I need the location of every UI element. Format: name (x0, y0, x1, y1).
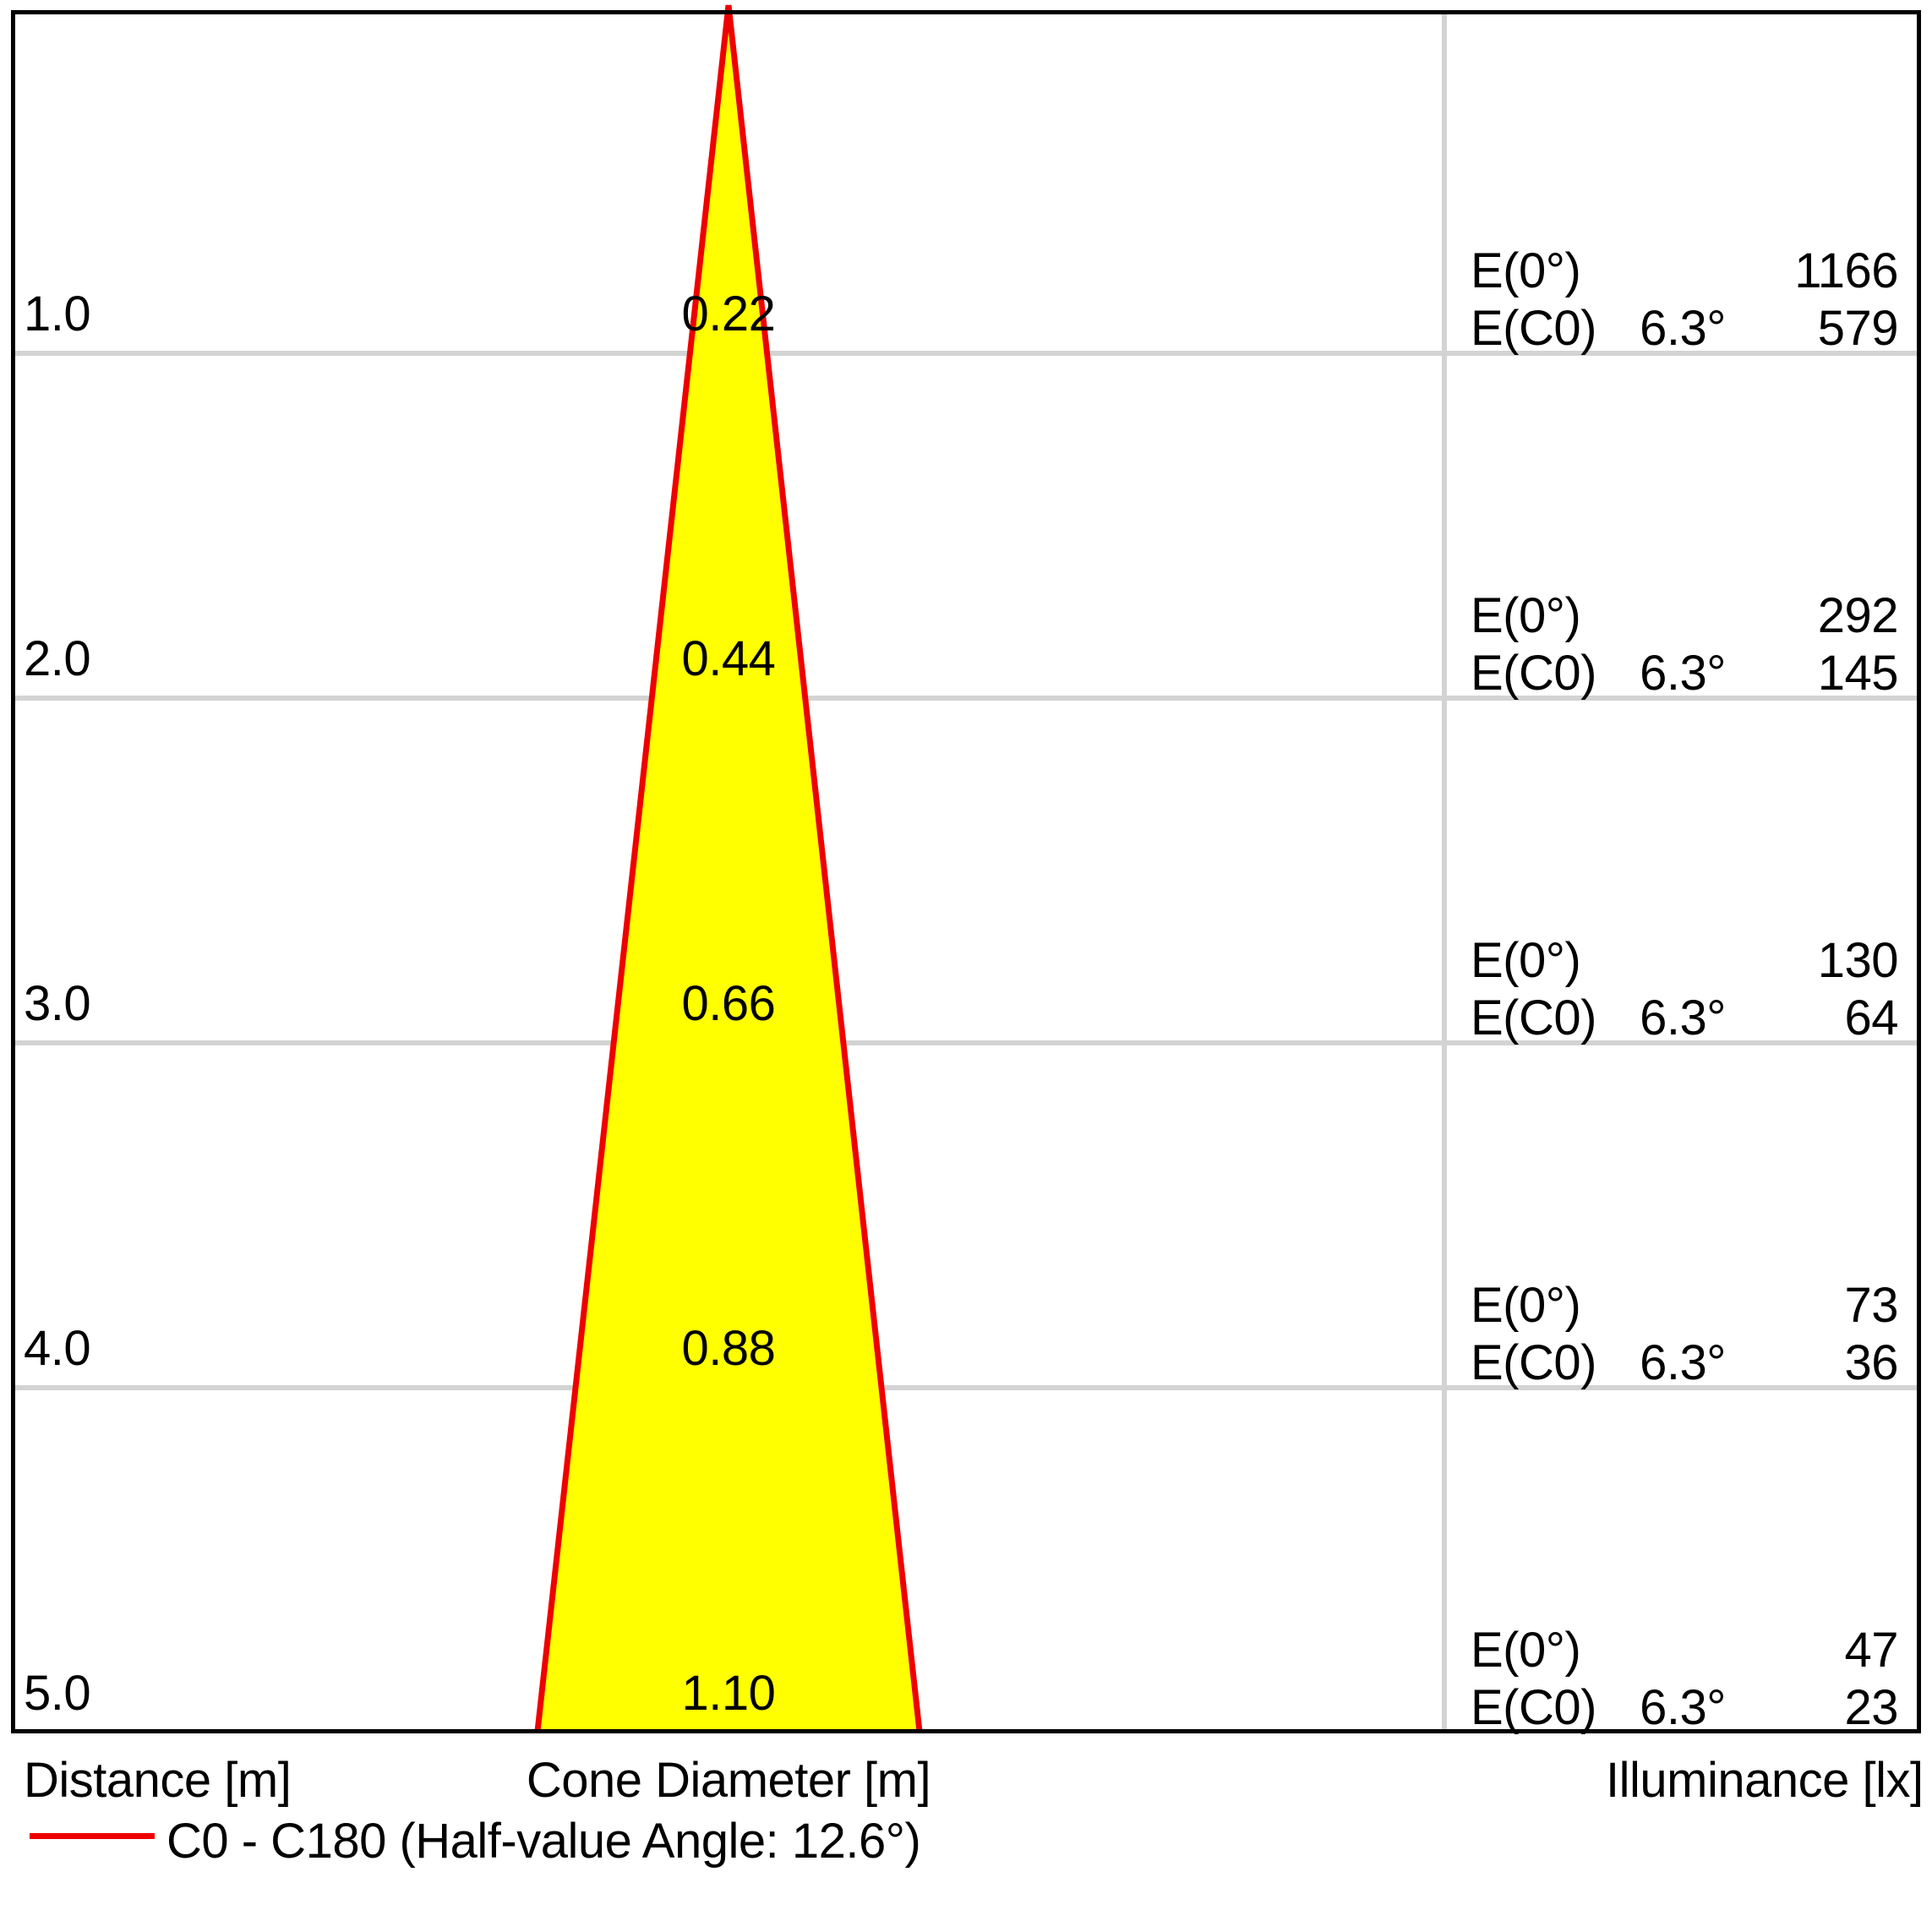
distance-axis-label: Distance [m] (24, 1753, 292, 1808)
cone-fill (537, 5, 920, 1732)
distance-value: 3.0 (24, 976, 91, 1031)
cone-left-edge (534, 4, 732, 1733)
ec0-angle: 6.3° (1640, 991, 1726, 1045)
ec0-angle: 6.3° (1640, 1680, 1726, 1735)
ec0-label: E(C0) (1471, 301, 1596, 356)
ec0-angle: 6.3° (1640, 1335, 1726, 1390)
legend-label: C0 - C180 (Half-value Angle: 12.6°) (166, 1814, 921, 1869)
ec0-value: 23 (1844, 1680, 1898, 1735)
ec0-label: E(C0) (1471, 991, 1596, 1045)
e0-label: E(0°) (1471, 933, 1581, 988)
ec0-label: E(C0) (1471, 1335, 1596, 1390)
distance-value: 1.0 (24, 287, 91, 341)
e0-value: 292 (1817, 588, 1899, 643)
ec0-value: 145 (1817, 646, 1899, 701)
ec0-value: 36 (1844, 1335, 1898, 1390)
e0-label: E(0°) (1471, 243, 1581, 298)
ec0-value: 579 (1817, 301, 1899, 356)
e0-value: 130 (1817, 933, 1899, 988)
grid-line-4m (15, 1385, 1917, 1390)
cone-diameter-value: 0.44 (681, 631, 776, 686)
e0-value: 73 (1844, 1278, 1898, 1333)
ec0-label: E(C0) (1471, 1680, 1596, 1735)
ec0-angle: 6.3° (1640, 646, 1726, 701)
cone-right-edge (725, 4, 923, 1733)
cone-diameter-value: 0.66 (681, 976, 776, 1031)
e0-label: E(0°) (1471, 588, 1581, 643)
illuminance-axis-label: Illuminance [lx] (1606, 1753, 1924, 1808)
grid-line-2m (15, 696, 1917, 701)
distance-value: 2.0 (24, 631, 91, 686)
grid-line-3m (15, 1040, 1917, 1045)
e0-label: E(0°) (1471, 1278, 1581, 1333)
ec0-angle: 6.3° (1640, 301, 1726, 356)
e0-value: 1166 (1794, 243, 1898, 298)
ec0-value: 64 (1844, 991, 1898, 1045)
e0-label: E(0°) (1471, 1623, 1581, 1678)
cone-diameter-axis-label: Cone Diameter [m] (526, 1753, 931, 1808)
e0-value: 47 (1844, 1623, 1898, 1678)
cone-diameter-value: 0.22 (681, 287, 776, 341)
legend-line-swatch (30, 1833, 155, 1839)
grid-line-1m (15, 351, 1917, 356)
distance-value: 4.0 (24, 1321, 91, 1376)
cone-diameter-value: 0.88 (681, 1321, 776, 1376)
cone-diameter-value: 1.10 (681, 1666, 776, 1721)
ec0-label: E(C0) (1471, 646, 1596, 701)
distance-value: 5.0 (24, 1666, 91, 1721)
panel-separator (1442, 14, 1447, 1729)
